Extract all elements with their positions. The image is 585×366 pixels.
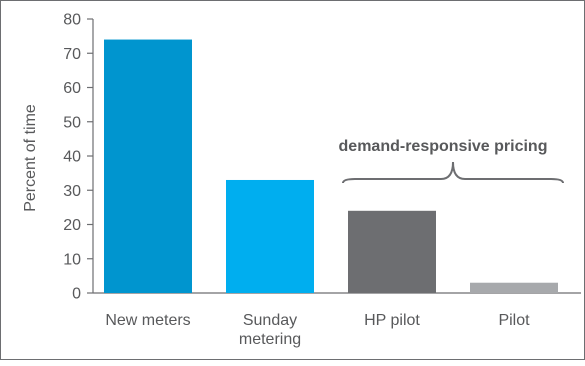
y-tick-label: 70 <box>63 46 81 63</box>
y-tick-label: 40 <box>63 149 81 166</box>
x-tick-label: Pilot <box>498 312 530 329</box>
y-tick-label: 60 <box>63 80 81 97</box>
bars <box>104 39 558 293</box>
x-tick-label: Sunday metering <box>239 312 301 348</box>
y-tick-label: 20 <box>63 217 81 234</box>
bar <box>104 39 192 293</box>
x-tick-labels: New meters Sunday metering HP pilot Pilot <box>105 312 530 348</box>
y-axis-label: Percent of time <box>22 104 39 212</box>
annotation-label: demand-responsive pricing <box>339 138 548 155</box>
y-tick-label: 0 <box>72 286 81 303</box>
y-tick-label: 50 <box>63 114 81 131</box>
x-tick-label: HP pilot <box>364 312 420 329</box>
bar <box>470 282 558 293</box>
bar <box>226 179 314 293</box>
y-tick-label: 30 <box>63 183 81 200</box>
y-tick-label: 10 <box>63 251 81 268</box>
y-tick-labels: 0 10 20 30 40 50 60 70 80 <box>63 12 93 303</box>
annotation-brace <box>342 161 564 184</box>
bar <box>348 210 436 293</box>
y-tick-label: 80 <box>63 12 81 29</box>
x-tick-label: New meters <box>105 312 190 329</box>
